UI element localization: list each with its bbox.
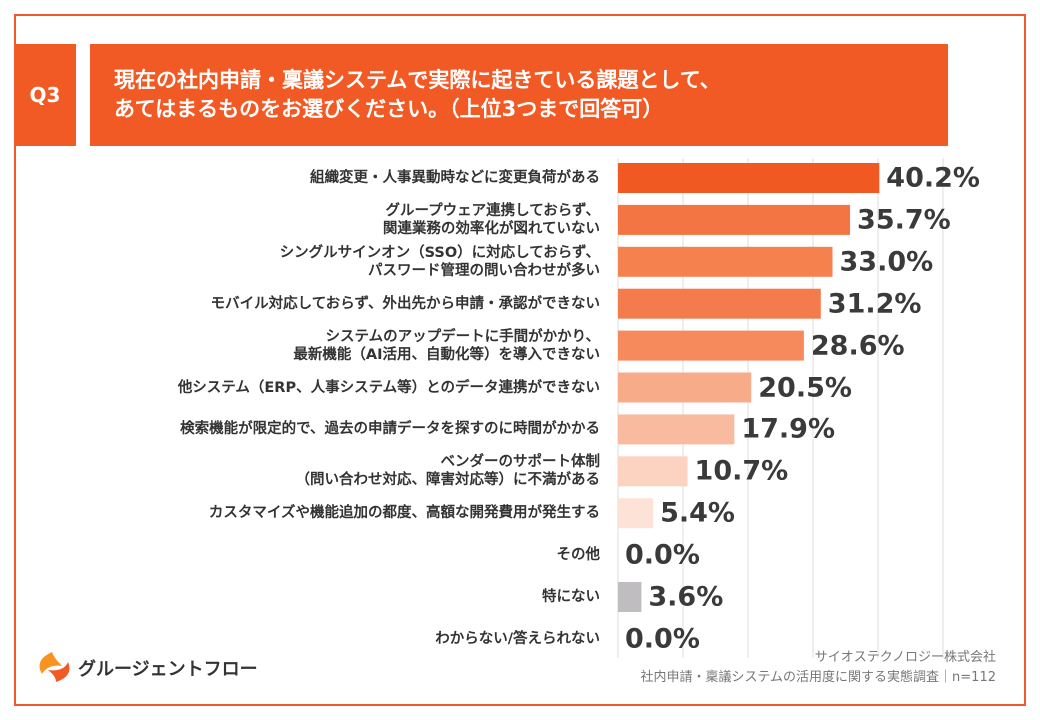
category-label: カスタマイズや機能追加の都度、高額な開発費用が発生する: [208, 505, 600, 522]
bar: [618, 288, 821, 319]
category-label: わからない/答えられない: [435, 630, 600, 647]
bar: [618, 246, 833, 277]
bar: [618, 204, 851, 235]
bar: [618, 163, 880, 193]
category-label: システムのアップデートに手間がかかり、 最新機能（AI活用、自動化等）を導入でき…: [293, 328, 600, 363]
value-label: 5.4%: [660, 497, 735, 529]
category-label: 検索機能が限定的で、過去の申請データを探すのに時間がかかる: [180, 421, 600, 438]
category-label: シングルサインオン（SSO）に対応しておらず、 パスワード管理の問い合わせが多い: [279, 244, 600, 279]
brand: グルージェントフロー: [78, 659, 258, 680]
category-label: その他: [556, 547, 601, 564]
value-label: 28.6%: [810, 330, 905, 362]
question-label: Q3: [14, 44, 76, 146]
value-label: 40.2%: [886, 162, 980, 194]
value-label: 33.0%: [839, 246, 934, 278]
value-label: 20.5%: [758, 372, 852, 403]
logo-icon: [39, 652, 62, 674]
logo-icon: [48, 662, 70, 682]
value-label: 35.7%: [857, 204, 951, 236]
bar: [618, 372, 752, 403]
value-label: 31.2%: [827, 288, 922, 320]
category-label: ベンダーのサポート体制 （問い合わせ対応、障害対応等）に不満がある: [295, 454, 601, 489]
category-label: 特にない: [542, 589, 600, 605]
value-label: 0.0%: [625, 539, 700, 571]
value-label: 0.0%: [625, 623, 700, 655]
bar: [618, 414, 735, 445]
source: 社内申請・稟議システムの活用度に関する実態調査｜n=112: [640, 670, 996, 685]
category-label: モバイル対応しておらず、外出先から申請・承認ができない: [210, 295, 600, 312]
source: サイオステクノロジー株式会社: [814, 650, 996, 665]
category-label: 組織変更・人事異動時などに変更負荷がある: [310, 170, 600, 186]
bar: [618, 330, 804, 361]
value-label: 10.7%: [694, 455, 789, 487]
bar: [618, 498, 654, 529]
category-label: グループウェア連携しておらず、 関連業務の効率化が図れていない: [382, 202, 600, 237]
bar: [618, 582, 642, 612]
category-label: 他システム（ERP、人事システム等）とのデータ連携ができない: [177, 379, 600, 396]
bar: [618, 456, 688, 487]
value-label: 3.6%: [648, 581, 724, 613]
value-label: 17.9%: [741, 413, 836, 445]
chart-title: 現在の社内申請・稟議システムで実際に起きている課題として、 あてはまるものをお選…: [90, 44, 948, 146]
frame: [14, 14, 1026, 706]
